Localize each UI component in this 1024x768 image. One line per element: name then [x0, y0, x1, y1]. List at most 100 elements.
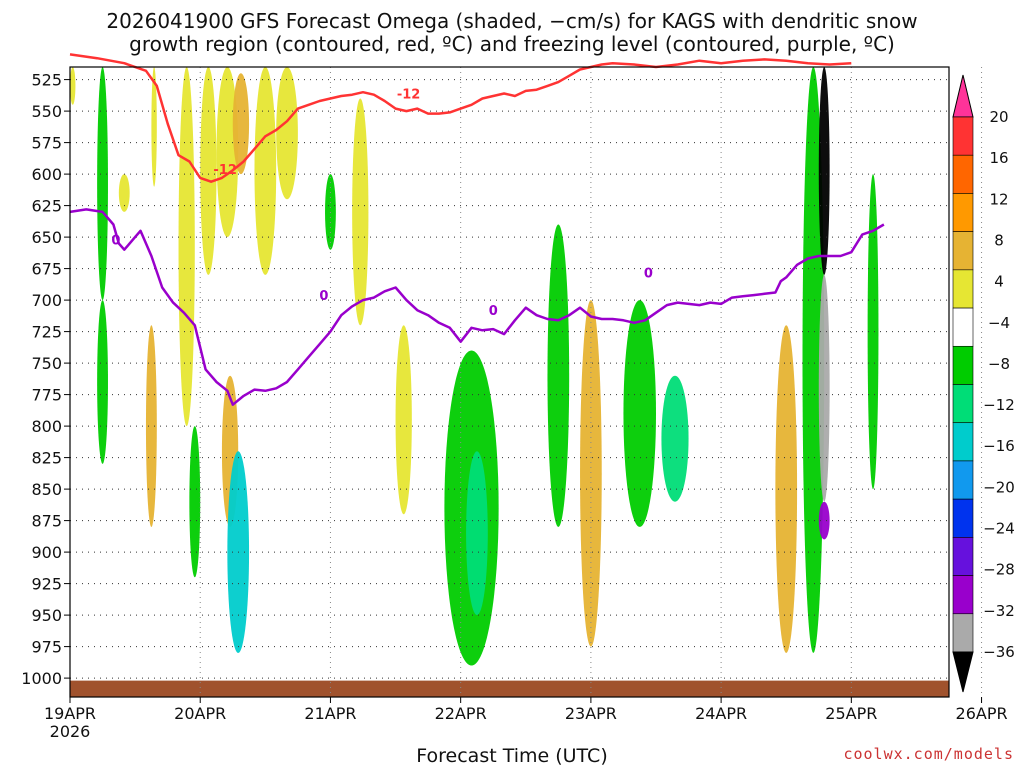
y-tick-label-950: 950	[31, 606, 62, 625]
omega-region-28	[818, 501, 830, 540]
colorbar-swatch-11	[952, 537, 974, 576]
contour-label-1-2: 0	[489, 304, 498, 319]
y-tick-label-525: 525	[31, 71, 62, 90]
omega-region-22	[623, 300, 656, 527]
omega-region-16	[352, 98, 369, 326]
y-tick-label-600: 600	[31, 165, 62, 184]
colorbar-label-3: 8	[994, 231, 1004, 249]
y-tick-label-650: 650	[31, 228, 62, 247]
omega-region-3	[118, 174, 130, 212]
colorbar-swatch-10	[952, 498, 974, 538]
omega-region-9	[216, 67, 239, 238]
contour-1	[69, 208, 885, 406]
omega-region-25	[802, 67, 825, 653]
omega-region-17	[395, 325, 412, 515]
omega-region-4	[151, 67, 157, 187]
contour-label-1-0: 0	[111, 234, 120, 249]
omega-region-27	[818, 274, 830, 502]
omega-region-2	[97, 300, 108, 464]
colorbar-swatch-7	[952, 384, 974, 424]
omega-region-26	[818, 67, 830, 275]
colorbar-label-9: −20	[983, 478, 1015, 496]
y-tick-label-825: 825	[31, 449, 62, 468]
contour-lines: -12 -12 0 0 0 0	[69, 53, 885, 406]
y-tick-label-800: 800	[31, 417, 62, 436]
x-tick-label-2-0: 21APR	[304, 704, 356, 723]
omega-region-5	[145, 325, 157, 527]
x-tick-label-4-0: 23APR	[565, 704, 617, 723]
colorbar-label-0: 20	[989, 108, 1008, 126]
omega-region-0	[70, 67, 76, 105]
site-credit: coolwx.com/models	[843, 745, 1014, 763]
x-tick-label-1-0: 20APR	[174, 704, 226, 723]
colorbar-top-arrow	[952, 74, 974, 118]
colorbar-label-5: −4	[988, 314, 1010, 332]
colorbar-label-13: −36	[983, 643, 1015, 661]
colorbar-label-12: −32	[983, 602, 1015, 620]
contour-label-0-0: -12	[213, 163, 237, 178]
colorbar-swatch-0	[952, 116, 974, 156]
colorbar-swatch-6	[952, 345, 974, 385]
colorbar-swatch-12	[952, 575, 974, 615]
omega-region-19	[466, 451, 488, 616]
omega-region-24	[775, 325, 798, 653]
colorbar-label-4: 4	[994, 273, 1004, 291]
x-tick-label-6-0: 25APR	[825, 704, 877, 723]
omega-region-14	[276, 66, 298, 200]
colorbar-bottom-arrow	[952, 651, 974, 693]
x-tick-label-3-0: 22APR	[435, 704, 487, 723]
y-tick-label-775: 775	[31, 386, 62, 405]
y-tick-label-850: 850	[31, 480, 62, 499]
omega-region-15	[325, 174, 336, 250]
y-tick-label-550: 550	[31, 102, 62, 121]
contour-0	[69, 53, 852, 183]
x-tick-label-0-1: 2026	[50, 722, 91, 741]
x-tick-label-0-0: 19APR	[44, 704, 96, 723]
colorbar-swatch-5	[952, 307, 974, 347]
omega-region-10	[232, 73, 250, 175]
y-tick-label-900: 900	[31, 543, 62, 562]
y-tick-label-700: 700	[31, 291, 62, 310]
y-tick-label-925: 925	[31, 575, 62, 594]
y-tick-label-750: 750	[31, 354, 62, 373]
y-tick-label-575: 575	[31, 134, 62, 153]
omega-region-21	[580, 300, 602, 647]
colorbar-label-7: −12	[983, 396, 1015, 414]
y-axis: 525 550 575 600 625 650 675 700 725 750 775 800 825 8…	[21, 71, 70, 688]
omega-region-7	[189, 426, 201, 578]
colorbar-label-2: 12	[989, 190, 1008, 208]
colorbar-label-10: −24	[983, 520, 1015, 538]
omega-region-6	[178, 67, 195, 427]
omega-region-23	[661, 375, 689, 502]
y-tick-label-625: 625	[31, 197, 62, 216]
colorbar-label-8: −16	[983, 437, 1015, 455]
omega-region-29	[867, 174, 879, 490]
y-tick-label-975: 975	[31, 638, 62, 657]
omega-shading	[70, 66, 879, 666]
contour-label-0-1: -12	[397, 88, 421, 103]
chart-title-line1: 2026041900 GFS Forecast Omega (shaded, −…	[106, 9, 918, 33]
ground-fill	[70, 680, 949, 697]
contour-label-1-3: 0	[644, 266, 653, 281]
chart-title-line2: growth region (contoured, red, ºC) and f…	[129, 32, 895, 56]
x-axis-title: Forecast Time (UTC)	[416, 745, 608, 767]
x-tick-label-5-0: 24APR	[695, 704, 747, 723]
colorbar-swatch-2	[952, 193, 974, 232]
y-tick-label-725: 725	[31, 323, 62, 342]
omega-region-1	[97, 67, 108, 301]
colorbar-swatch-8	[952, 422, 974, 462]
ground-surface	[70, 680, 949, 697]
colorbar-label-6: −8	[988, 355, 1010, 373]
x-tick-label-7-0: 26APR	[956, 704, 1008, 723]
y-tick-label-875: 875	[31, 512, 62, 531]
colorbar-swatch-9	[952, 460, 974, 500]
y-tick-label-675: 675	[31, 260, 62, 279]
colorbar-label-1: 16	[989, 149, 1008, 167]
colorbar-swatch-1	[952, 154, 974, 194]
plot-frame	[69, 66, 950, 698]
y-tick-label-1000: 1000	[21, 669, 62, 688]
omega-region-13	[254, 67, 277, 275]
omega-region-20	[547, 224, 570, 527]
